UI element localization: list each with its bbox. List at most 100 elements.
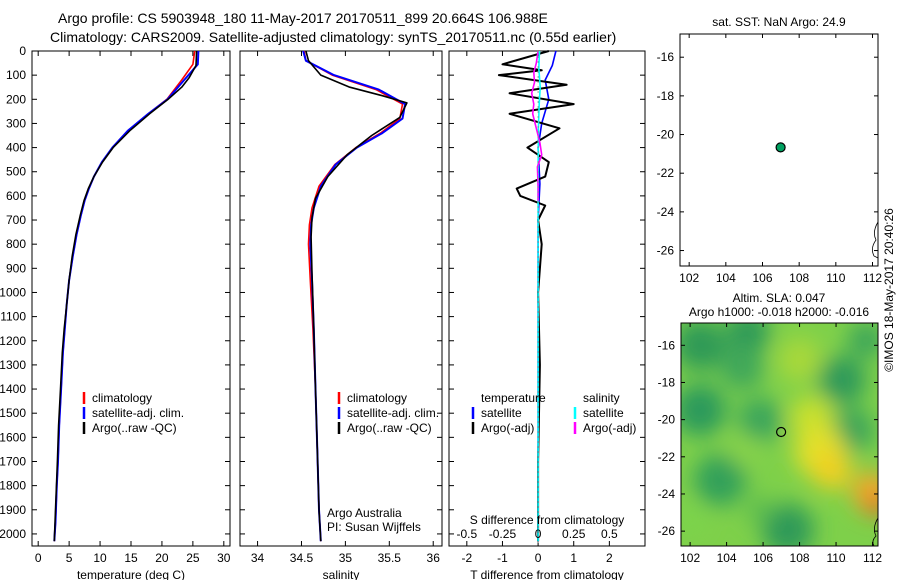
sla-heatmap-cell [762, 504, 814, 546]
sst-xtick-label: 102 [679, 271, 699, 285]
sla-xtick-label: 108 [790, 551, 810, 565]
sst-coastline [872, 221, 879, 259]
sla-heatmap-cell [848, 323, 878, 358]
sla-heatmap-cell [681, 384, 726, 436]
depth-tick-label: 1700 [0, 454, 26, 468]
temp-xtick-label: 15 [124, 551, 138, 565]
depth-tick-label: 2000 [0, 527, 26, 541]
diff-legend-temp-label: satellite [481, 406, 522, 420]
diff-legend-temp-label: Argo(-adj) [481, 421, 534, 435]
sal-legend-label: Argo(..raw -QC) [347, 421, 432, 435]
sal-xtick-label: 35.5 [378, 551, 402, 565]
diff-series-temperature-argo-adj [497, 50, 575, 542]
diff-xtick-label: -1 [497, 551, 508, 565]
depth-tick-label: 1400 [0, 382, 26, 396]
sla-ytick-label: -18 [658, 375, 676, 389]
depth-tick-label: 300 [6, 116, 26, 130]
diff-series-salinity-argo-adj [530, 50, 543, 201]
sal-xtick-label: 36 [427, 551, 441, 565]
sla-heatmap [681, 323, 878, 546]
depth-tick-label: 0 [19, 44, 26, 58]
sst-argo-marker [775, 142, 786, 153]
sla-ytick-label: -26 [658, 524, 676, 538]
difference-panel: -2 -1 0 1 2 T difference from climatology -0.5… [448, 50, 646, 580]
depth-tick-label: 800 [6, 237, 26, 251]
sla-title-2: Argo h1000: -0.018 h2000: -0.016 [689, 305, 869, 319]
depth-tick-label: 1600 [0, 430, 26, 444]
temperature-panel: 0 5 10 15 20 25 300100200300400500600700800900… [0, 44, 231, 580]
sla-heatmap-cell [818, 356, 866, 404]
temp-xtick-label: 20 [155, 551, 169, 565]
sst-xtick-label: 106 [752, 271, 772, 285]
sst-ytick-label: -20 [657, 128, 675, 142]
sla-heatmap-cell [694, 454, 746, 506]
sla-ytick-label: -20 [658, 413, 676, 427]
depth-tick-label: 400 [6, 141, 26, 155]
diff-xtick-label: -2 [461, 551, 472, 565]
sla-xtick-label: 104 [717, 551, 737, 565]
diff-legend-sal-label: Argo(-adj) [583, 421, 636, 435]
sal-legend-label: satellite-adj. clim. [347, 406, 439, 420]
sla-xtick-label: 106 [753, 551, 773, 565]
temp-xlabel: temperature (deg C) [77, 568, 185, 580]
diff-s-xlabel: S difference from climatology [470, 513, 625, 527]
temp-legend-label: Argo(..raw -QC) [92, 421, 177, 435]
depth-tick-label: 500 [6, 165, 26, 179]
sal-xtick-label: 34 [251, 551, 265, 565]
sst-map-panel: 102 104 106 108 110 112 -16 -18 -20 -22 -24 -26 sat.… [657, 15, 883, 285]
sal-xtick-label: 35 [339, 551, 353, 565]
temp-xtick-label: 25 [186, 551, 200, 565]
sal-legend-label: climatology [347, 391, 407, 405]
diff-s-tick-label: 0 [535, 527, 542, 541]
sla-axes-box [680, 322, 879, 547]
sla-ytick-label: -16 [658, 338, 676, 352]
diff-s-tick-label: 0.5 [601, 527, 618, 541]
sst-xtick-label: 104 [716, 271, 736, 285]
sla-xtick-label: 110 [826, 551, 845, 565]
diff-s-tick-label: 0.25 [562, 527, 586, 541]
diff-xtick-label: 2 [606, 551, 613, 565]
sla-heatmap-cell [866, 496, 878, 516]
header-line1: Argo profile: CS 5903948_180 11-May-2017… [58, 10, 548, 26]
temp-xtick-label: 10 [93, 551, 107, 565]
depth-tick-label: 1500 [0, 406, 26, 420]
depth-tick-label: 600 [6, 189, 26, 203]
temp-series-argo-raw-qc [53, 50, 198, 542]
sal-xtick-label: 34.5 [290, 551, 314, 565]
sla-heatmap-cell [720, 346, 764, 390]
sla-ytick-label: -24 [658, 487, 676, 501]
depth-tick-label: 100 [6, 68, 26, 82]
sla-heatmap-cell [728, 434, 760, 466]
sla-heatmap-cell [746, 496, 774, 524]
header-line2: Climatology: CARS2009. Satellite-adjuste… [50, 29, 616, 45]
sla-heatmap-cell [726, 323, 770, 354]
imos-credit: ©IMOS 18-May-2017 20:40:26 [882, 208, 896, 372]
sal-xlabel: salinity [323, 568, 360, 580]
temp-legend-label: satellite-adj. clim. [92, 406, 184, 420]
sla-xtick-label: 112 [863, 551, 882, 565]
sst-ytick-label: -22 [657, 166, 675, 180]
depth-tick-label: 900 [6, 261, 26, 275]
sst-ytick-label: -26 [657, 244, 675, 258]
depth-tick-label: 1200 [0, 334, 26, 348]
temp-legend-label: climatology [92, 391, 152, 405]
depth-tick-label: 200 [6, 92, 26, 106]
sst-xtick-label: 112 [863, 271, 882, 285]
sla-heatmap-cell [681, 323, 726, 371]
diff-s-tick-label: -0.5 [456, 527, 477, 541]
sal-axes-box [239, 50, 443, 547]
sal-series-argo-raw-qc [305, 50, 408, 542]
depth-tick-label: 700 [6, 213, 26, 227]
sla-title-1: Altim. SLA: 0.047 [733, 291, 826, 305]
depth-tick-label: 1300 [0, 358, 26, 372]
sla-map-panel: 102 104 106 108 110 112 -16 -18 -20 -22 -24 -26 Alti… [658, 291, 883, 565]
sla-argo-marker [776, 426, 787, 438]
diff-xtick-label: 1 [570, 551, 577, 565]
diff-axes-box [448, 50, 646, 547]
diff-xtick-label: 0 [535, 551, 542, 565]
sla-heatmap-blobs [681, 323, 878, 546]
sla-ytick-label: -22 [658, 450, 676, 464]
depth-tick-label: 1100 [0, 310, 26, 324]
